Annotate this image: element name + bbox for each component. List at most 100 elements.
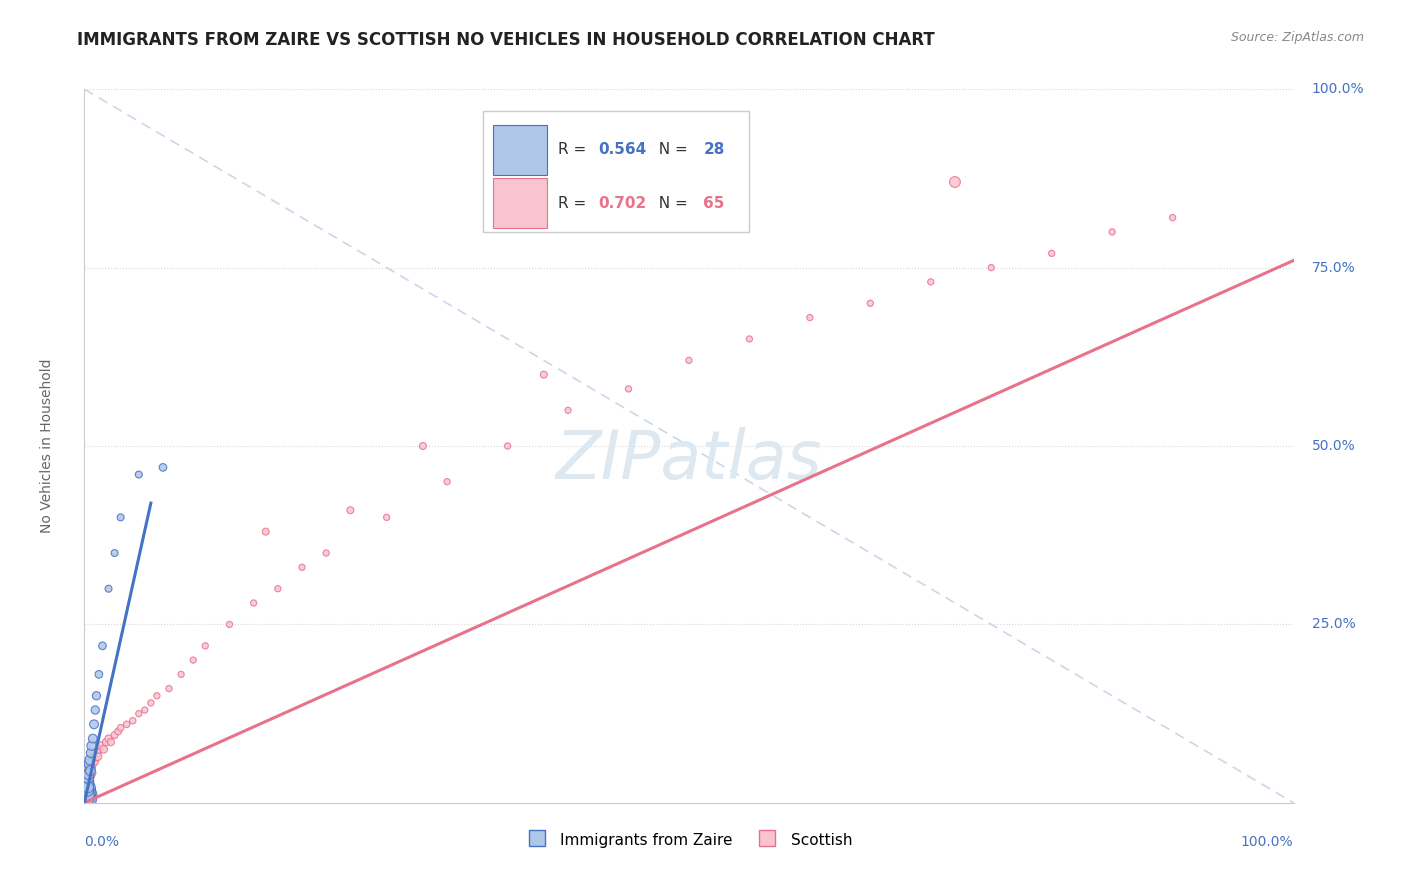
Point [1040, 246, 1063, 260]
Point [799, 310, 821, 325]
Text: IMMIGRANTS FROM ZAIRE VS SCOTTISH NO VEHICLES IN HOUSEHOLD CORRELATION CHART: IMMIGRANTS FROM ZAIRE VS SCOTTISH NO VEH… [77, 31, 935, 49]
Point [152, 460, 174, 475]
Bar [484, 111, 749, 232]
Point [617, 382, 640, 396]
Text: R =: R = [558, 196, 592, 211]
Point [315, 546, 337, 560]
Point [76, 778, 98, 792]
Point [79, 753, 101, 767]
Point [146, 689, 169, 703]
Point [557, 403, 579, 417]
Point [90, 739, 112, 753]
Point [943, 175, 966, 189]
Point [107, 724, 129, 739]
Point [94, 735, 117, 749]
Point [100, 735, 122, 749]
Point [75, 792, 97, 806]
Point [76, 776, 98, 790]
Point [82, 753, 104, 767]
Point [75, 785, 97, 799]
Point [86, 746, 108, 760]
Point [76, 774, 98, 789]
Point [533, 368, 555, 382]
Point [75, 785, 97, 799]
Point [97, 731, 120, 746]
Point [76, 783, 98, 797]
Point [218, 617, 240, 632]
Point [73, 792, 96, 806]
Point [254, 524, 277, 539]
Point [375, 510, 398, 524]
Point [1101, 225, 1123, 239]
Point [181, 653, 204, 667]
Point [75, 790, 97, 805]
Point [80, 756, 103, 771]
Text: 0.702: 0.702 [599, 196, 647, 211]
Point [93, 742, 115, 756]
Point [75, 781, 97, 796]
Text: N =: N = [650, 196, 693, 211]
Point [83, 755, 105, 769]
Point [83, 717, 105, 731]
Point [76, 778, 98, 792]
Point [76, 787, 98, 801]
Point [1161, 211, 1184, 225]
Point [80, 746, 103, 760]
Point [77, 769, 100, 783]
Text: 100.0%: 100.0% [1312, 82, 1364, 96]
Point [134, 703, 156, 717]
Point [73, 789, 96, 803]
Point [859, 296, 882, 310]
Point [980, 260, 1002, 275]
Point [76, 780, 98, 794]
Point [75, 781, 97, 796]
Point [80, 739, 103, 753]
Point [157, 681, 180, 696]
Point [97, 582, 120, 596]
Point [75, 789, 97, 803]
Text: 75.0%: 75.0% [1312, 260, 1355, 275]
Point [291, 560, 314, 574]
Text: No Vehicles in Household: No Vehicles in Household [41, 359, 53, 533]
Point [104, 728, 127, 742]
Point [77, 767, 100, 781]
Point [738, 332, 761, 346]
Text: 100.0%: 100.0% [1241, 835, 1294, 849]
Point [678, 353, 700, 368]
Text: R =: R = [558, 143, 592, 157]
Point [194, 639, 217, 653]
Point [339, 503, 361, 517]
Point [115, 717, 138, 731]
Point [76, 783, 98, 797]
Point [436, 475, 458, 489]
Point [920, 275, 942, 289]
Text: 0.0%: 0.0% [84, 835, 120, 849]
Point [412, 439, 434, 453]
Point [79, 764, 101, 778]
Text: N =: N = [650, 143, 693, 157]
Point [87, 742, 110, 756]
Text: 0.564: 0.564 [599, 143, 647, 157]
Point [80, 765, 103, 780]
Point [76, 774, 98, 789]
Text: 28: 28 [703, 143, 725, 157]
Point [121, 714, 143, 728]
Point [242, 596, 264, 610]
Point [267, 582, 290, 596]
Point [77, 771, 100, 785]
Text: ZIPatlas: ZIPatlas [555, 427, 823, 493]
Text: 50.0%: 50.0% [1312, 439, 1355, 453]
Bar [494, 178, 547, 228]
Point [86, 749, 108, 764]
Point [75, 790, 97, 805]
Point [79, 764, 101, 778]
Point [84, 749, 107, 764]
Point [77, 767, 100, 781]
Point [76, 780, 98, 794]
Text: 25.0%: 25.0% [1312, 617, 1355, 632]
Point [86, 689, 108, 703]
Point [496, 439, 519, 453]
Point [128, 467, 150, 482]
Point [77, 771, 100, 785]
Point [87, 667, 110, 681]
